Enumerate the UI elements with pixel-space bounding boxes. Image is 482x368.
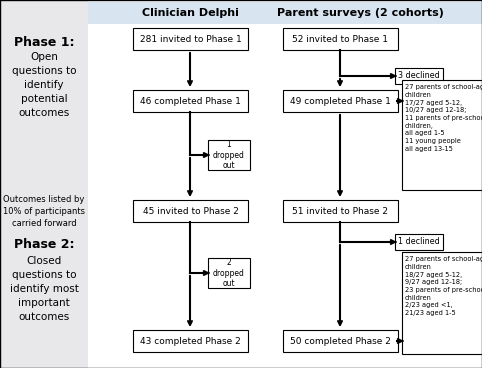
Text: 27 parents of school-age
children
18/27 aged 5-12,
9/27 aged 12-18;
23 parents o: 27 parents of school-age children 18/27 … [405, 256, 482, 316]
Text: Clinician Delphi: Clinician Delphi [142, 8, 239, 18]
Text: Outcomes listed by
10% of participants
carried forward: Outcomes listed by 10% of participants c… [3, 195, 85, 227]
Bar [283, 200, 398, 222]
Bar [208, 258, 250, 288]
Text: Parent surveys (2 cohorts): Parent surveys (2 cohorts) [277, 8, 443, 18]
Bar [133, 200, 248, 222]
Text: 1
dropped
out: 1 dropped out [213, 140, 245, 170]
Bar [133, 330, 248, 352]
Text: Closed
questions to
identify most
important
outcomes: Closed questions to identify most import… [10, 256, 79, 322]
Bar [395, 68, 443, 84]
Text: 27 parents of school-age
children
17/27 aged 5-12,
10/27 aged 12-18;
11 parents : 27 parents of school-age children 17/27 … [405, 84, 482, 152]
Bar [402, 252, 482, 354]
Bar [283, 330, 398, 352]
Bar [208, 140, 250, 170]
Text: 46 completed Phase 1: 46 completed Phase 1 [140, 96, 241, 106]
Text: 1 declined: 1 declined [398, 237, 440, 247]
Text: Open
questions to
identify
potential
outcomes: Open questions to identify potential out… [12, 52, 76, 118]
Bar [395, 234, 443, 250]
Bar [0, 0, 88, 368]
Text: Phase 2:: Phase 2: [14, 238, 74, 251]
Text: 2
dropped
out: 2 dropped out [213, 258, 245, 288]
Text: 50 completed Phase 2: 50 completed Phase 2 [290, 336, 391, 346]
Bar [402, 80, 482, 190]
Text: 45 invited to Phase 2: 45 invited to Phase 2 [143, 206, 239, 216]
Text: 49 completed Phase 1: 49 completed Phase 1 [290, 96, 391, 106]
Bar [283, 28, 398, 50]
Text: 43 completed Phase 2: 43 completed Phase 2 [140, 336, 241, 346]
Text: Phase 1:: Phase 1: [14, 36, 74, 49]
Bar [88, 2, 482, 24]
Bar [133, 28, 248, 50]
Text: 281 invited to Phase 1: 281 invited to Phase 1 [140, 35, 241, 43]
Bar [133, 90, 248, 112]
Text: 3 declined: 3 declined [398, 71, 440, 81]
Text: 52 invited to Phase 1: 52 invited to Phase 1 [293, 35, 388, 43]
Bar [283, 90, 398, 112]
Text: 51 invited to Phase 2: 51 invited to Phase 2 [293, 206, 388, 216]
